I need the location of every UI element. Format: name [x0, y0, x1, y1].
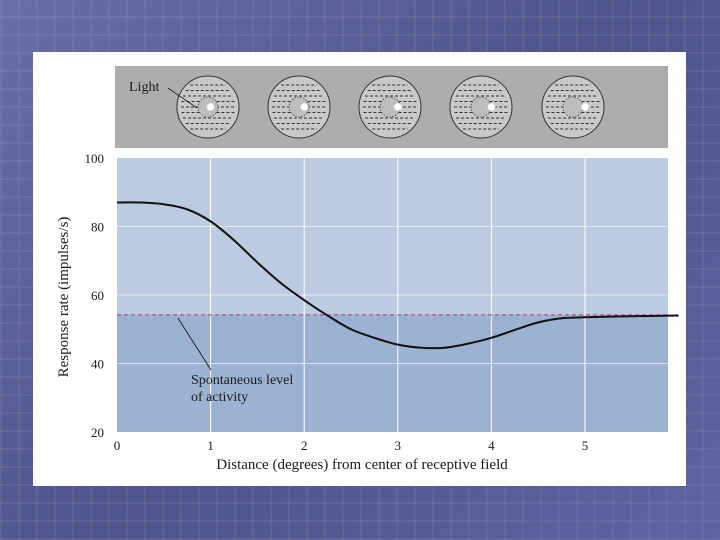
x-tick-label: 5 [582, 438, 589, 453]
annotation-pointer [177, 317, 212, 371]
plot-upper-region [117, 158, 668, 315]
plot-lower-region [117, 314, 668, 432]
x-tick-label: 4 [488, 438, 495, 453]
stimulus-diagrams [176, 75, 605, 139]
y-tick-label: 60 [91, 288, 104, 303]
light-label: Light [129, 80, 159, 95]
light-spot [581, 103, 589, 111]
y-tick-label: 100 [85, 151, 105, 166]
light-spot [300, 103, 309, 111]
center-region [288, 96, 310, 118]
y-tick-label: 20 [91, 425, 104, 440]
receptive-field-diagram [267, 75, 331, 139]
light-spot [393, 103, 402, 111]
x-tick-label: 1 [207, 438, 214, 453]
receptive-field-figure: Light Spontaneous level of activity 2040… [56, 66, 679, 473]
annotation-line-2: of activity [191, 390, 248, 405]
receptive-field-diagram [449, 75, 513, 139]
light-spot [487, 103, 496, 111]
figure-panel: Light Spontaneous level of activity 20 40… [33, 52, 686, 486]
x-tick-labels: 0 1 2 3 4 5 [114, 438, 589, 453]
x-tick-label: 2 [301, 438, 308, 453]
y-tick-labels: 20 40 60 80 100 [85, 151, 105, 440]
annotation-line-1: Spontaneous level [191, 373, 293, 388]
x-tick-label: 0 [114, 438, 121, 453]
light-spot [206, 103, 215, 111]
x-tick-label: 3 [395, 438, 402, 453]
receptive-field-diagram [358, 75, 422, 139]
vertical-gridlines [117, 148, 668, 432]
center-region [562, 96, 584, 118]
response-curve [116, 201, 679, 350]
receptive-field-diagram [176, 75, 240, 139]
x-axis-label: Distance (degrees) from center of recept… [216, 457, 508, 473]
y-axis-label: Response rate (impulses/s) [56, 217, 72, 378]
receptive-field-diagram [541, 75, 605, 139]
light-pointer [167, 87, 198, 109]
y-tick-label: 80 [91, 220, 104, 235]
y-tick-label: 40 [91, 357, 104, 372]
